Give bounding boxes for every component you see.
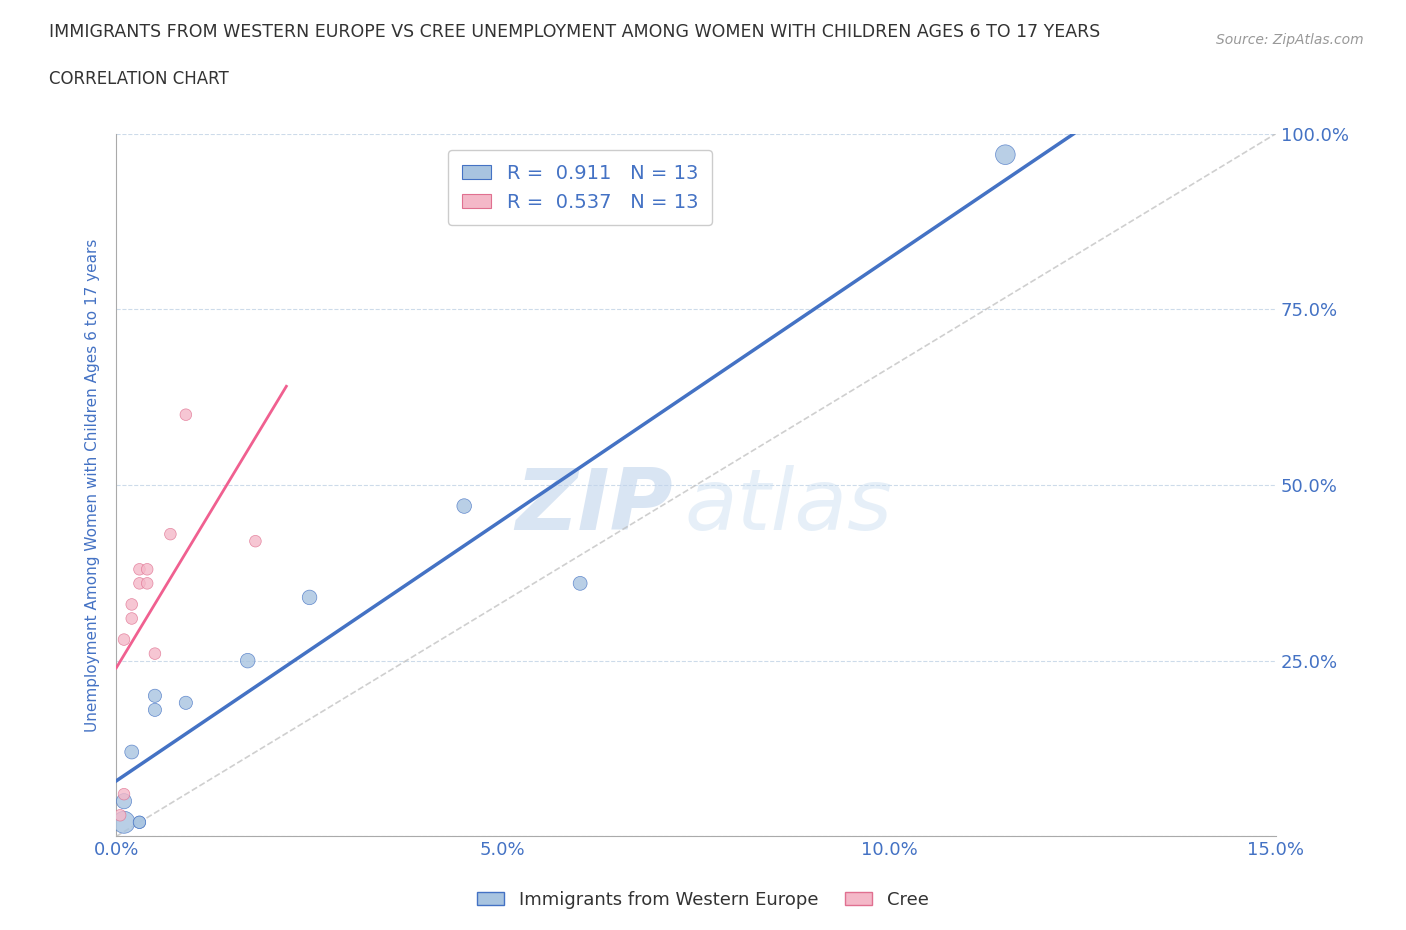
Text: Source: ZipAtlas.com: Source: ZipAtlas.com — [1216, 33, 1364, 46]
Legend: Immigrants from Western Europe, Cree: Immigrants from Western Europe, Cree — [470, 884, 936, 916]
Point — [128, 815, 150, 830]
Point — [128, 576, 150, 591]
Point — [112, 632, 135, 647]
Point — [143, 646, 166, 661]
Point — [128, 815, 150, 830]
Point — [128, 562, 150, 577]
Point — [174, 407, 197, 422]
Point — [174, 696, 197, 711]
Point — [159, 526, 181, 541]
Legend: R =  0.911   N = 13, R =  0.537   N = 13: R = 0.911 N = 13, R = 0.537 N = 13 — [449, 151, 711, 225]
Point — [121, 597, 143, 612]
Text: ZIP: ZIP — [515, 465, 673, 548]
Point — [143, 702, 166, 717]
Text: IMMIGRANTS FROM WESTERN EUROPE VS CREE UNEMPLOYMENT AMONG WOMEN WITH CHILDREN AG: IMMIGRANTS FROM WESTERN EUROPE VS CREE U… — [49, 23, 1101, 41]
Text: atlas: atlas — [685, 465, 893, 548]
Point — [112, 815, 135, 830]
Point — [245, 534, 267, 549]
Point — [108, 808, 131, 823]
Point — [298, 590, 321, 604]
Point — [136, 576, 159, 591]
Point — [236, 653, 259, 668]
Point — [569, 576, 592, 591]
Point — [994, 147, 1017, 162]
Y-axis label: Unemployment Among Women with Children Ages 6 to 17 years: Unemployment Among Women with Children A… — [86, 238, 100, 732]
Point — [112, 794, 135, 809]
Point — [121, 611, 143, 626]
Point — [112, 787, 135, 802]
Point — [143, 688, 166, 703]
Point — [136, 562, 159, 577]
Text: CORRELATION CHART: CORRELATION CHART — [49, 70, 229, 87]
Point — [121, 745, 143, 760]
Point — [453, 498, 475, 513]
